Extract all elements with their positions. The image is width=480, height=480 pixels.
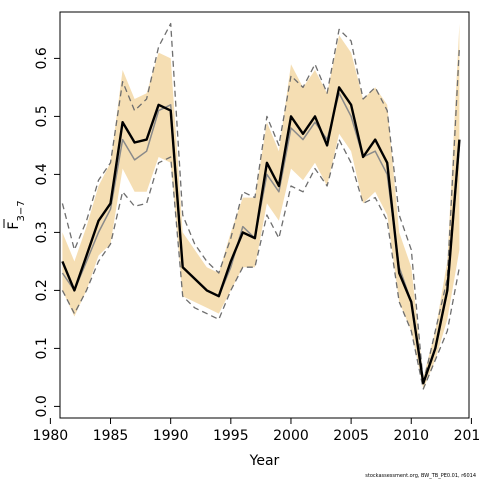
x-tick-label-2010: 2010 <box>393 428 429 444</box>
x-tick-label-1990: 1990 <box>153 428 189 444</box>
series-line-estimate <box>61 86 461 385</box>
x-tick-label-1980: 1980 <box>33 428 69 444</box>
series-line-lower-dashed <box>61 138 461 390</box>
x-tick-label-1995: 1995 <box>213 428 249 444</box>
series-line-upper-dashed <box>61 22 461 384</box>
y-axis: 0.0 0.1 0.2 0.3 0.4 0.5 0.6 <box>34 47 60 418</box>
plot-frame <box>59 11 470 419</box>
x-tick-label-2000: 2000 <box>273 428 309 444</box>
y-tick-label-0.0: 0.0 <box>34 395 50 417</box>
x-axis-title: Year <box>249 453 280 469</box>
y-tick-label-0.4: 0.4 <box>34 163 50 185</box>
y-tick-label-0.1: 0.1 <box>34 337 50 359</box>
svg-text:F3−7: F3−7 <box>6 200 27 229</box>
y-tick-label-0.3: 0.3 <box>34 221 50 243</box>
y-tick-label-0.5: 0.5 <box>34 105 50 127</box>
x-tick-label-1985: 1985 <box>93 428 129 444</box>
y-axis-title-main: F <box>6 222 22 230</box>
y-axis-title-subscript: 3−7 <box>16 200 27 221</box>
series-lines <box>61 22 461 390</box>
y-axis-title: F3−7 <box>3 200 27 230</box>
footnote: stockassessment.org, BW_TB_PE0.01, r6014 <box>365 473 476 479</box>
y-tick-label-0.2: 0.2 <box>34 279 50 301</box>
x-tick-label-2005: 2005 <box>333 428 369 444</box>
x-axis: 1980 1985 1990 1995 2000 2005 2010 2015 <box>33 418 480 444</box>
y-tick-label-0.6: 0.6 <box>34 47 50 69</box>
x-tick-label-2015: 2015 <box>454 428 480 444</box>
